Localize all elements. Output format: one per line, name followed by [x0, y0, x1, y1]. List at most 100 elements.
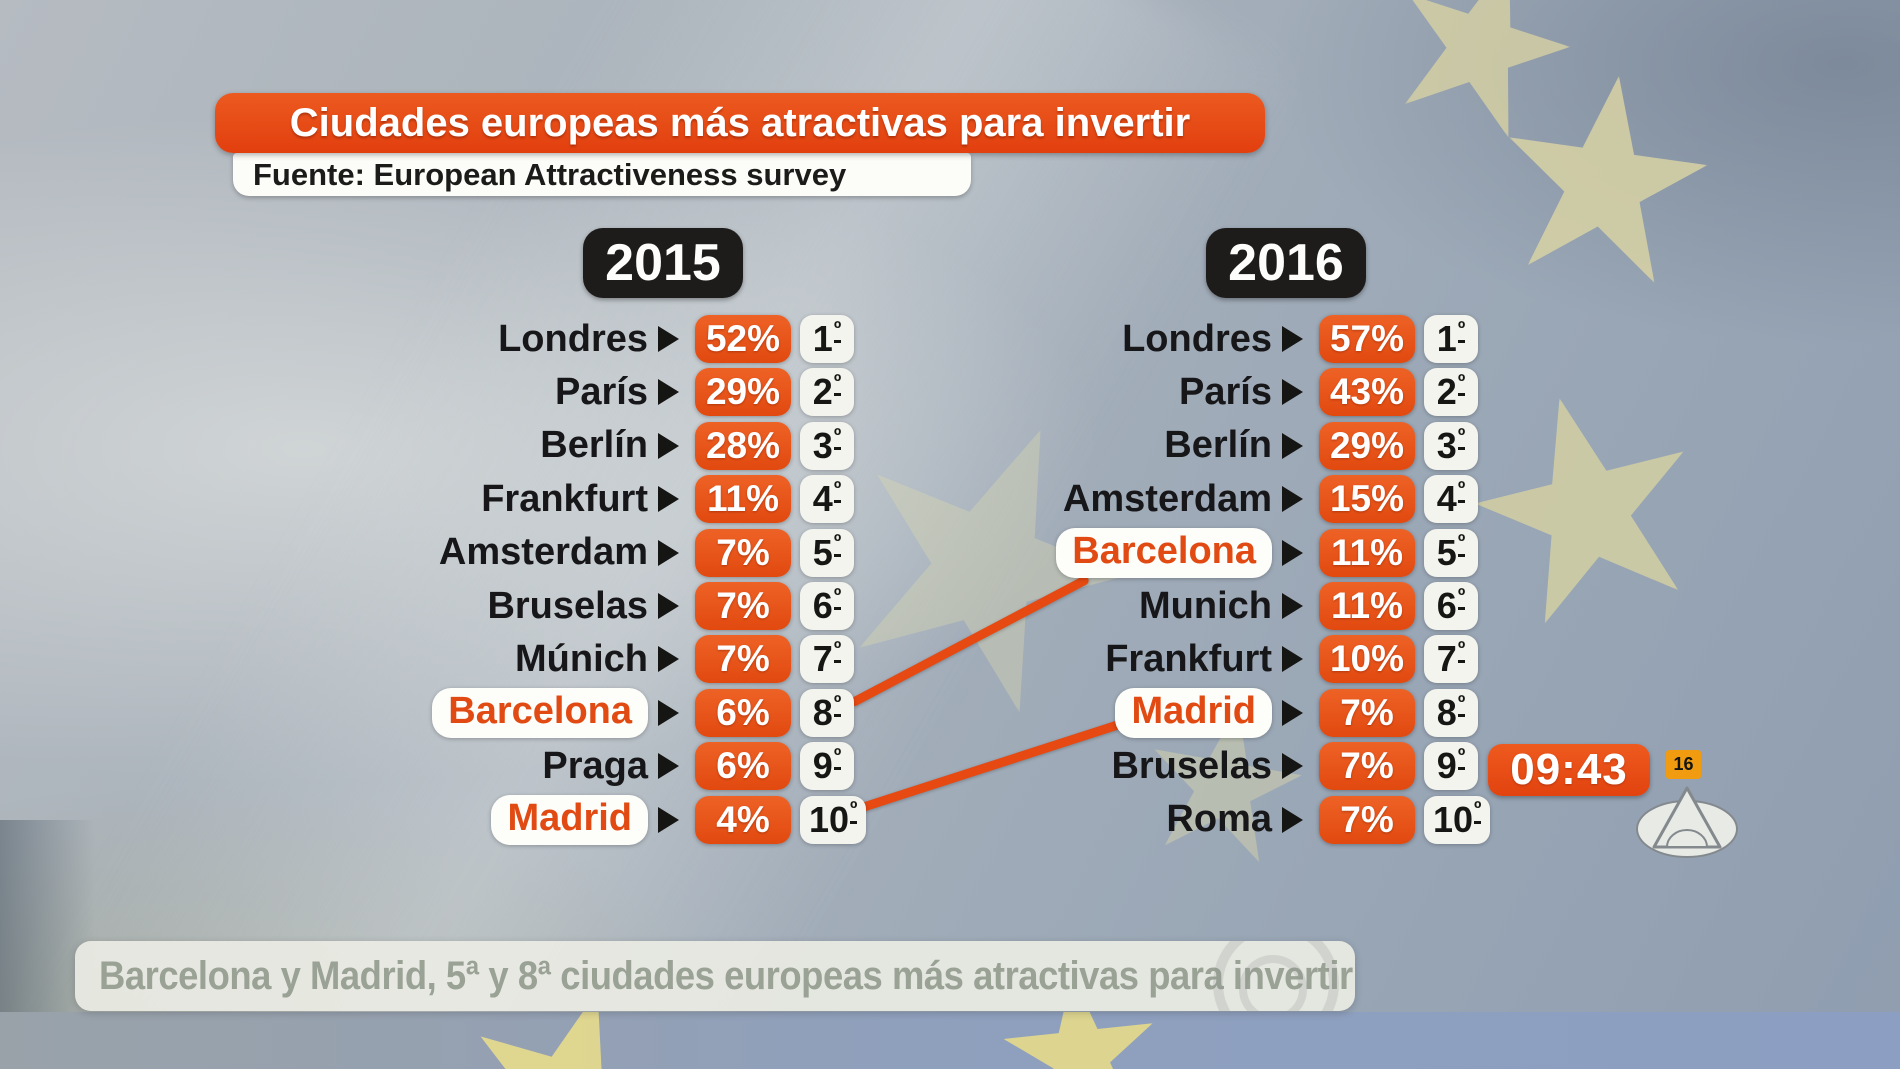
- arrow-right-icon: [658, 699, 679, 726]
- arrow-right-icon: [1282, 593, 1303, 619]
- city-name: Munich: [1139, 584, 1272, 627]
- city-name: París: [1179, 370, 1272, 413]
- ranking-row: Madrid 4% 10 º: [290, 794, 867, 845]
- city-cell: Munich: [914, 585, 1272, 628]
- rank-badge: 10 º: [800, 795, 867, 844]
- rank-number: 10: [1433, 798, 1474, 840]
- percent-badge: 57%: [1319, 315, 1415, 363]
- city-name: Madrid: [491, 794, 648, 845]
- city-cell: Amsterdam: [914, 478, 1272, 521]
- percent-badge: 52%: [695, 315, 791, 363]
- percent-badge: 7%: [1319, 795, 1415, 844]
- ordinal-mark: º: [1457, 586, 1466, 611]
- percent-badge: 4%: [695, 795, 791, 844]
- rank-number: 1: [812, 318, 833, 359]
- rank-number: 5: [1436, 531, 1457, 573]
- ordinal-mark: º: [833, 426, 842, 450]
- arrow-right-icon: [658, 646, 679, 673]
- city-name: Berlín: [1164, 424, 1272, 467]
- eu-flag-bottom-strip: [0, 1012, 1900, 1069]
- percent-badge: 6%: [695, 742, 791, 791]
- city-cell: Londres: [290, 318, 648, 361]
- percent-badge: 11%: [1319, 582, 1415, 630]
- arrow-right-icon: [658, 593, 679, 619]
- percent-badge: 7%: [695, 635, 791, 684]
- city-name: Amsterdam: [438, 531, 648, 574]
- arrow-right-icon: [1282, 806, 1303, 833]
- eu-star-icon: [998, 1012, 1163, 1069]
- ordinal-mark: º: [1457, 639, 1466, 664]
- city-name: Roma: [1166, 798, 1272, 841]
- ordinal-mark: º: [833, 693, 842, 717]
- ranking-row: Roma 7% 10 º: [914, 795, 1491, 844]
- rank-number: 3: [812, 424, 833, 466]
- rank-number: 4: [812, 478, 833, 520]
- city-name: Barcelona: [432, 687, 648, 738]
- page-title: Ciudades europeas más atractivas para in…: [215, 93, 1265, 153]
- ordinal-mark: º: [833, 532, 842, 557]
- city-name: Londres: [498, 317, 648, 360]
- ordinal-mark: º: [1457, 479, 1466, 504]
- city-cell: Barcelona: [290, 687, 648, 738]
- city-cell: Praga: [290, 745, 648, 788]
- arrow-right-icon: [658, 753, 679, 780]
- percent-badge: 11%: [1319, 528, 1415, 577]
- city-cell: Madrid: [914, 687, 1272, 738]
- rank-number: 2: [1436, 371, 1457, 413]
- percent-badge: 7%: [695, 582, 791, 630]
- city-cell: Londres: [914, 318, 1272, 361]
- ordinal-mark: º: [850, 799, 858, 824]
- ordinal-mark: º: [833, 372, 842, 397]
- ordinal-mark: º: [1457, 693, 1466, 717]
- city-cell: Berlín: [290, 424, 648, 467]
- rank-number: 6: [812, 585, 833, 626]
- city-cell: Bruselas: [914, 745, 1272, 788]
- arrow-right-icon: [1282, 646, 1303, 673]
- city-name: Amsterdam: [1062, 477, 1272, 520]
- ordinal-mark: º: [1457, 372, 1466, 397]
- rank-number: 7: [1436, 638, 1457, 680]
- city-cell: París: [290, 371, 648, 414]
- arrow-right-icon: [658, 379, 679, 406]
- rank-number: 10: [809, 798, 850, 840]
- city-cell: Bruselas: [290, 585, 648, 628]
- source-label: Fuente: European Attractiveness survey: [233, 153, 971, 196]
- ordinal-mark: º: [1457, 746, 1466, 771]
- arrow-right-icon: [1282, 379, 1303, 406]
- city-name: Bruselas: [1111, 744, 1272, 787]
- arrow-right-icon: [658, 432, 679, 459]
- rank-number: 9: [812, 745, 833, 787]
- arrow-right-icon: [1282, 699, 1303, 726]
- ordinal-mark: º: [1457, 319, 1466, 344]
- city-cell: Roma: [914, 798, 1272, 841]
- percent-badge: 7%: [1319, 688, 1415, 737]
- ordinal-mark: º: [1457, 532, 1466, 557]
- percent-badge: 11%: [695, 475, 791, 524]
- city-name: Praga: [542, 744, 648, 787]
